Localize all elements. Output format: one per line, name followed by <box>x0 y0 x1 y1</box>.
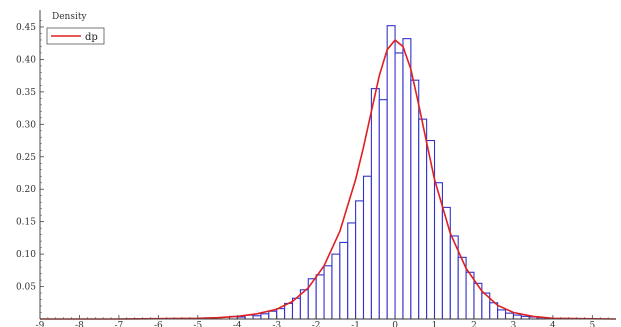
legend: dp <box>46 27 105 45</box>
histogram-bar <box>284 302 294 320</box>
y-axis-title: Density <box>52 12 87 22</box>
histogram-bar <box>362 175 372 320</box>
x-axis-ticks: -9 -8 -7 -6 -5 -4 -3 -2 -1 0 1 2 3 4 5 <box>36 315 609 327</box>
histogram-bar <box>339 241 349 320</box>
x-tick-label: -5 <box>193 321 202 327</box>
x-tick-label: -2 <box>312 321 321 327</box>
histogram-bar <box>378 99 388 320</box>
histogram-bar <box>347 222 357 320</box>
x-tick-label: -8 <box>75 321 84 327</box>
x-tick-label: 3 <box>511 321 517 327</box>
y-tick-label: 0.05 <box>16 283 36 293</box>
histogram-bar <box>276 308 286 320</box>
axes <box>39 10 616 320</box>
histogram-bar <box>315 274 325 320</box>
y-tick-label: 0.25 <box>16 153 36 163</box>
y-axis-ticks: 0.05 0.10 0.15 0.20 0.25 0.30 0.35 0.40 0.45 <box>16 20 44 313</box>
histogram-bar <box>307 278 317 320</box>
y-tick-label: 0.40 <box>16 55 36 65</box>
x-tick-label: -6 <box>154 321 163 327</box>
density-curve-layer <box>40 38 617 320</box>
histogram-bar <box>497 309 507 320</box>
histogram-bar <box>370 88 380 320</box>
histogram-bar <box>331 253 341 320</box>
y-tick-label: 0.45 <box>16 23 36 33</box>
y-tick-label: 0.15 <box>16 218 36 228</box>
histogram-bar <box>323 265 333 320</box>
x-tick-label: -1 <box>351 321 360 327</box>
y-tick-label: 0.30 <box>16 120 36 130</box>
x-tick-label: 5 <box>589 321 595 327</box>
histogram-bar <box>512 314 522 320</box>
histogram-bar <box>410 79 420 320</box>
x-tick-label: 2 <box>471 321 477 327</box>
legend-label-dp: dp <box>85 32 98 43</box>
x-tick-label: 1 <box>432 321 438 327</box>
histogram-bar <box>386 25 396 320</box>
x-tick-label: -3 <box>272 321 281 327</box>
histogram-bar <box>355 200 365 320</box>
x-tick-label: 0 <box>392 321 398 327</box>
histogram-bar <box>418 118 428 320</box>
histogram-bar <box>402 38 412 320</box>
histogram-bar <box>268 310 278 320</box>
histogram-bar <box>504 312 514 320</box>
x-tick-label: -7 <box>115 321 124 327</box>
histogram-bar <box>426 139 436 320</box>
x-tick-label: -9 <box>36 321 45 327</box>
x-tick-label: -4 <box>233 321 242 327</box>
x-tick-label: 4 <box>550 321 556 327</box>
histogram-bar <box>394 52 404 320</box>
histogram-bars <box>228 25 546 320</box>
y-tick-label: 0.10 <box>16 250 36 260</box>
y-tick-label: 0.35 <box>16 88 36 98</box>
histogram-bar <box>260 313 270 320</box>
y-tick-label: 0.20 <box>16 185 36 195</box>
histogram-bar <box>441 206 451 320</box>
density-curve-dp <box>40 38 617 320</box>
